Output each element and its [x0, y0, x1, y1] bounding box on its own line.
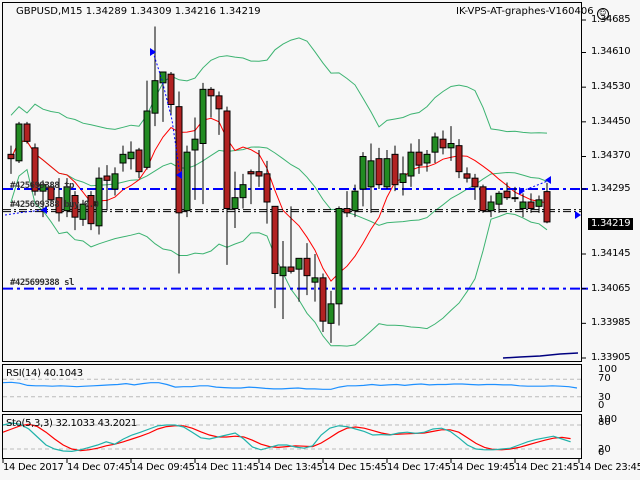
price-tick-label: 1.34370 [591, 150, 631, 162]
time-tick-label: 14 Dec 21:45 [515, 462, 579, 473]
rsi-scale-70: 70 [598, 373, 611, 384]
current-price-label: 1.34219 [588, 218, 634, 230]
rsi-label: RSI(14) 40.1043 [6, 368, 83, 379]
rsi-scale-0: 0 [598, 400, 605, 411]
axis-ticks [2, 19, 586, 463]
smiley-icon: ☺ [596, 8, 609, 20]
price-tick-label: 1.34530 [591, 81, 631, 93]
order-buy-label: #425699388 buy 0.0 [10, 200, 99, 210]
rsi-line [2, 378, 581, 398]
time-tick-label: 14 Dec 15:45 [323, 462, 387, 473]
time-tick-label: 14 Dec 17:45 [387, 462, 451, 473]
time-tick-label: 14 Dec 07:45 [67, 462, 131, 473]
symbol-info: GBPUSD,M15 1.34289 1.34309 1.34216 1.342… [16, 6, 261, 17]
rsi-scale-30: 30 [598, 392, 611, 403]
time-tick-label: 14 Dec 13:45 [259, 462, 323, 473]
price-tick-label: 1.33985 [591, 317, 631, 329]
rsi-scale-100: 100 [598, 364, 618, 375]
price-tick-label: 1.34295 [591, 182, 631, 194]
sto-panel-border [2, 414, 582, 459]
expert-name: IK-VPS-AT-graphes-V160406 [456, 6, 594, 17]
trade-arrows [4, 48, 581, 219]
price-tick-label: 1.34450 [591, 115, 631, 127]
time-tick-label: 14 Dec 23:45 [579, 462, 640, 473]
price-tick-label: 1.33905 [591, 351, 631, 363]
price-tick-label: 1.34610 [591, 46, 631, 58]
stochastic-lines [2, 422, 581, 453]
sto-scale-20: 20 [598, 444, 611, 455]
expert-label: IK-VPS-AT-graphes-V160406 ☺ [456, 6, 609, 20]
order-sl-label: #425699388 sl [10, 278, 74, 288]
price-tick-label: 1.34065 [591, 282, 631, 294]
rsi-panel-border [2, 364, 582, 412]
main-panel-border [2, 2, 582, 362]
time-tick-label: 14 Dec 11:45 [195, 462, 259, 473]
price-tick-label: 1.34685 [591, 14, 631, 25]
sto-scale-0: 0 [598, 447, 605, 458]
sto-scale-80: 80 [598, 417, 611, 428]
time-tick-label: 14 Dec 2017 [3, 462, 64, 473]
order-tp-label: #425699388 tp [10, 181, 74, 191]
time-tick-label: 14 Dec 09:45 [131, 462, 195, 473]
sto-scale-100: 100 [598, 414, 618, 425]
time-tick-label: 14 Dec 19:45 [451, 462, 515, 473]
sto-label: Sto(5,3,3) 32.1033 43.2021 [6, 418, 137, 429]
candlesticks [7, 26, 551, 343]
price-tick-label: 1.34145 [591, 247, 631, 259]
